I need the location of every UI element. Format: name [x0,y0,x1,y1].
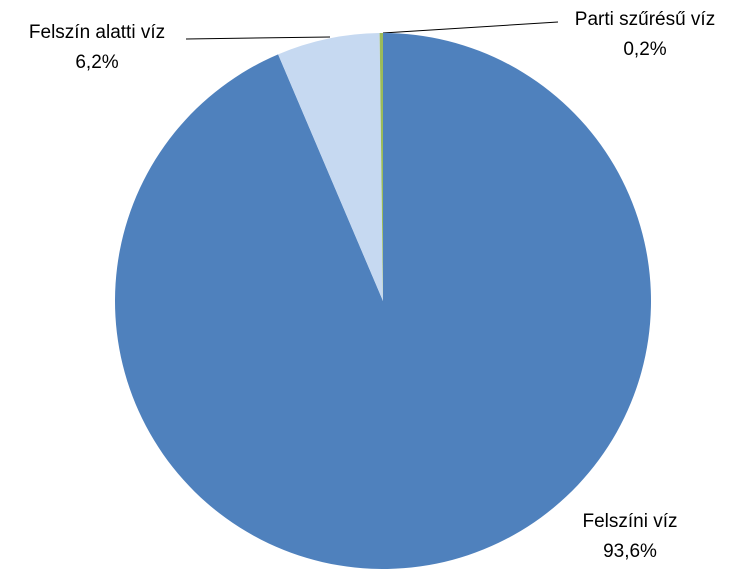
pie-slice [379,33,383,301]
slice-label: Felszíni víz [582,511,677,532]
leader-line [185,36,331,40]
slice-value-label: 0,2% [623,39,666,60]
leader-line [382,21,559,34]
slice-value-label: 93,6% [603,541,657,562]
slice-label: Felszín alatti víz [29,22,165,43]
pie-slice [114,33,651,569]
slice-label: Parti szűrésű víz [575,9,715,30]
slice-value-label: 6,2% [75,52,118,73]
pie-slice [278,33,383,302]
